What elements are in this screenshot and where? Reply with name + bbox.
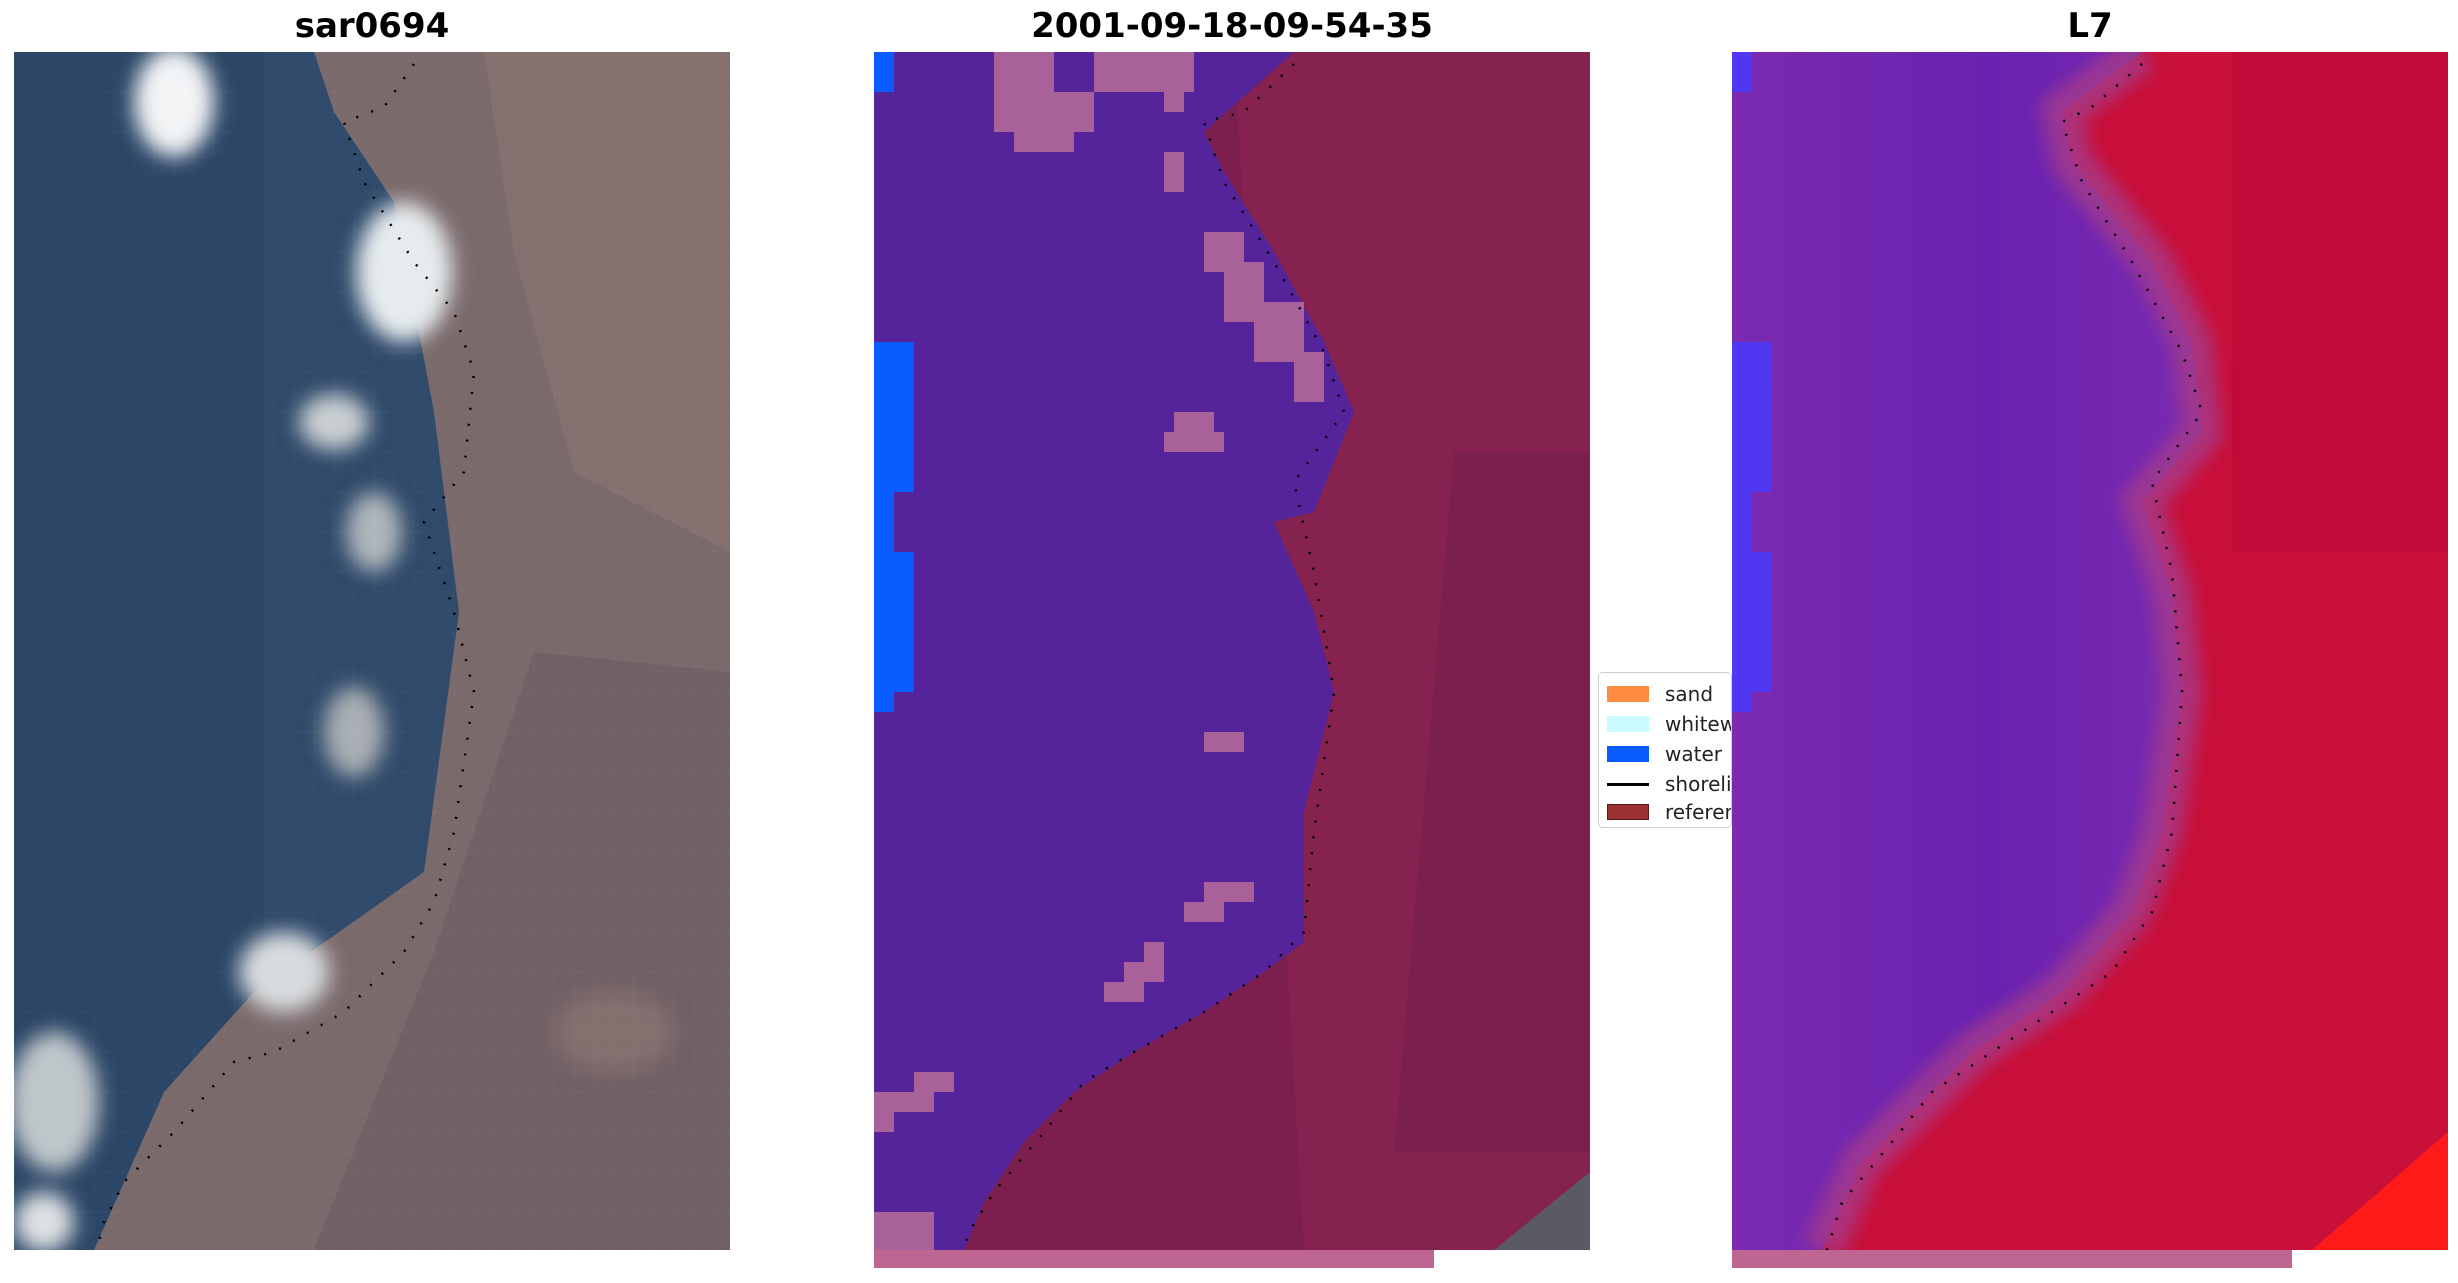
water-swatch	[1607, 746, 1649, 762]
legend-label: shoreline	[1665, 772, 1732, 796]
classified-bottom-strip	[874, 1250, 1434, 1268]
legend-label: sand	[1665, 682, 1714, 706]
shoreline-rgb	[97, 63, 476, 1243]
legend-item-shoreline: shoreline	[1607, 771, 1732, 797]
whitewater-swatch	[1607, 716, 1649, 732]
legend-item-sand: sand	[1607, 681, 1713, 707]
classified-image	[874, 52, 1590, 1250]
reference-swatch	[1607, 804, 1649, 820]
classified-image-panel	[874, 52, 1590, 1250]
rgb-image-panel	[14, 52, 730, 1250]
legend-label: water	[1665, 742, 1722, 766]
shoreline-mndwi	[1825, 63, 2204, 1250]
rgb-image	[14, 52, 730, 1250]
legend-item-reference: reference	[1607, 799, 1731, 825]
sand-swatch	[1607, 686, 1649, 702]
shoreline-line-swatch	[1607, 782, 1649, 786]
mndwi-bottom-strip	[1732, 1250, 2292, 1268]
panel-title-mndwi: L7	[2067, 6, 2113, 46]
legend-label: reference	[1665, 800, 1731, 824]
panel-title-classified: 2001-09-18-09-54-35	[1031, 6, 1433, 46]
mndwi-image	[1732, 52, 2448, 1250]
legend-item-water: water	[1607, 741, 1722, 767]
panel-title-rgb: sar0694	[294, 6, 450, 46]
shoreline-classified	[962, 63, 1346, 1250]
mndwi-image-panel	[1732, 52, 2448, 1250]
